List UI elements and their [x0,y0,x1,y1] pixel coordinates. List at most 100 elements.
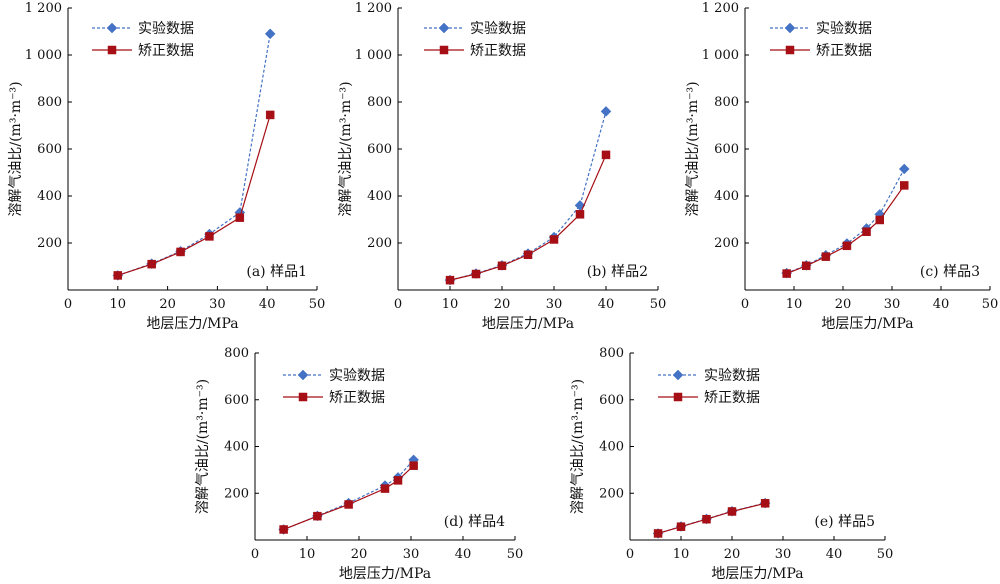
series-line-corrected [117,114,271,276]
y-axis-title: 溶解气油比/(m³·m⁻³) [195,379,211,514]
panel-label: (d) 样品4 [444,514,505,530]
corrected-point [265,110,275,120]
legend-marker [297,369,309,381]
series-line-experimental [786,168,905,274]
y-tick-label: 600 [224,393,249,408]
y-tick-label: 1 000 [702,48,739,63]
chart-panel-4: 0 10 20 30 40 50 200 400 600 800 地层压力/MPa 溶解气油比/(m³… [195,346,523,582]
corrected-point [235,213,245,222]
x-axis-title: 地层压力/MPa [146,316,238,332]
y-tick-label: 600 [714,142,739,157]
y-tick-label: 800 [599,346,624,361]
x-tick-label: 10 [442,297,459,312]
x-tick-label: 50 [650,297,667,312]
y-tick-label: 800 [714,95,739,110]
y-tick-label: 1 200 [702,1,739,16]
legend-marker [106,22,118,34]
corrected-point [147,259,156,269]
y-tick-label: 800 [224,346,249,361]
corrected-point [702,514,711,524]
corrected-point [575,210,585,219]
y-tick-label: 1 000 [355,48,392,63]
x-tick-label: 10 [786,297,803,312]
corrected-point [344,500,353,509]
series-line-corrected [786,185,905,275]
series-line-corrected [657,502,766,535]
x-tick-label: 0 [626,547,634,562]
corrected-point [523,250,533,259]
panel-label: (e) 样品5 [814,514,875,530]
x-tick-label: 50 [982,297,999,312]
x-tick-label: 40 [933,297,950,312]
corrected-point [676,522,686,531]
x-tick-label: 40 [826,547,843,562]
chart-panel-2: 0 10 20 30 40 50 200 400 600 800 1 000 1 200 地层压力/MP… [338,1,666,332]
x-tick-label: 20 [159,297,176,312]
corrected-point [900,181,909,190]
panel-label: (c) 样品3 [920,264,980,280]
x-axis-title: 地层压力/MPa [482,316,574,332]
corrected-point [875,215,884,225]
y-tick-label: 200 [599,486,624,501]
corrected-point [862,227,871,236]
legend-label: 矫正数据 [704,390,760,406]
y-tick-label: 200 [367,236,392,251]
x-tick-label: 10 [110,297,127,312]
x-tick-label: 30 [209,297,226,312]
x-tick-label: 20 [835,297,852,312]
y-tick-label: 800 [37,95,62,110]
legend-label: 矫正数据 [329,390,385,406]
chart-panel-5: 0 10 20 30 40 50 200 400 600 800 地层压力/MPa 溶解气油比/(m³… [570,346,893,582]
x-tick-label: 20 [351,547,368,562]
legend-label: 实验数据 [470,21,526,37]
corrected-point [393,476,403,485]
corrected-point [445,275,455,285]
legend-marker [784,22,796,34]
y-tick-label: 200 [224,486,249,501]
x-axis-title: 地层压力/MPa [339,566,431,582]
y-tick-label: 600 [367,142,392,157]
corrected-point [471,269,481,279]
series-line-experimental [117,33,271,276]
x-tick-label: 30 [403,547,420,562]
corrected-point [549,235,559,244]
y-tick-label: 800 [367,95,392,110]
corrected-point [176,247,185,257]
corrected-point [113,271,123,280]
y-tick-label: 400 [599,440,624,455]
legend-label: 实验数据 [138,21,194,37]
legend-label: 实验数据 [816,21,872,37]
corrected-point [279,525,288,534]
legend-marker [298,392,308,402]
chart-panel-1: 0 10 20 30 40 50 200 400 600 800 1 000 1 200 地层压力/MP… [8,1,325,332]
x-tick-label: 30 [884,297,901,312]
x-tick-label: 0 [741,297,749,312]
x-tick-label: 50 [309,297,326,312]
x-tick-label: 0 [251,547,259,562]
corrected-point [205,232,214,241]
x-tick-label: 40 [259,297,276,312]
y-tick-label: 600 [37,142,62,157]
corrected-point [380,484,390,493]
x-tick-label: 10 [299,547,316,562]
corrected-point [727,507,737,516]
legend-marker [439,45,449,55]
corrected-point [782,269,791,278]
legend-label: 矫正数据 [816,43,872,59]
y-tick-label: 400 [37,189,62,204]
y-tick-label: 1 200 [25,1,62,16]
panel-label: (b) 样品2 [587,264,648,280]
corrected-point [409,461,418,470]
x-tick-label: 20 [724,547,741,562]
corrected-point [821,252,831,261]
y-tick-label: 400 [714,189,739,204]
legend-label: 矫正数据 [470,43,526,59]
x-tick-label: 10 [673,547,690,562]
x-tick-label: 50 [877,547,894,562]
series-line-corrected [283,465,415,531]
legend-marker [672,369,684,381]
y-axis-title: 溶解气油比/(m³·m⁻³) [570,379,586,514]
